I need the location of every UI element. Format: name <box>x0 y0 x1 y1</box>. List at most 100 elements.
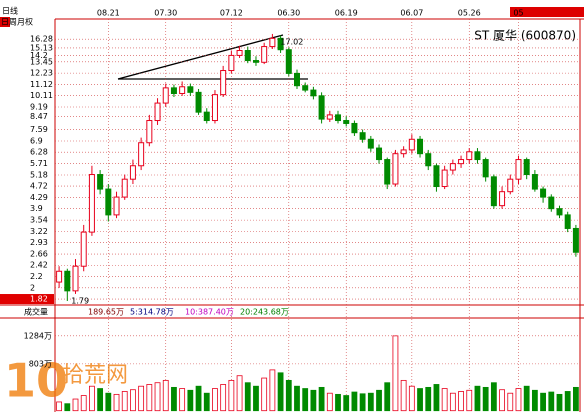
candle-body <box>97 174 104 190</box>
y-tick-label: 8.47 <box>30 112 48 121</box>
candle-body <box>326 114 333 120</box>
candle-body <box>572 227 579 253</box>
volume-bar <box>376 389 382 412</box>
volume-bar <box>171 386 177 412</box>
x-tick-label: 05.26 <box>458 9 481 18</box>
candle-body <box>523 159 530 176</box>
volume-bar <box>523 385 530 412</box>
volume-bar <box>269 369 276 412</box>
candle-body <box>72 265 79 292</box>
volume-bar <box>367 392 374 412</box>
tab-highlight <box>0 17 10 27</box>
volume-bar <box>318 386 325 412</box>
candle-body <box>548 196 555 210</box>
y-tick-label: 3.9 <box>30 204 43 213</box>
volume-tick-label: 803万 <box>29 359 52 368</box>
y-tick-label: 15.13 <box>30 43 53 52</box>
candle-body <box>408 138 415 151</box>
volume-bar <box>89 385 95 412</box>
volume-bar <box>80 395 87 412</box>
x-tick-label: 05 <box>513 9 523 18</box>
volume-bar <box>515 388 522 412</box>
date-box <box>510 7 584 17</box>
y-tick-label: 5.71 <box>30 159 48 168</box>
candle-body <box>318 95 325 120</box>
volume-bar <box>113 393 120 412</box>
period-label: 日线 <box>2 6 18 16</box>
candle-body <box>195 91 202 113</box>
x-tick-label: 07.30 <box>154 9 177 18</box>
volume-bar <box>244 382 251 412</box>
candle-body <box>466 151 473 161</box>
y-tick-label: 13.45 <box>30 57 53 66</box>
volume-bar <box>572 386 579 412</box>
annotation: 17.02 <box>280 37 303 46</box>
candle-body <box>244 50 251 62</box>
volume-bar <box>507 392 514 412</box>
y-tick-label: 6.28 <box>30 148 48 157</box>
candle-body <box>211 94 218 122</box>
volume-bar <box>261 377 268 412</box>
candle-body <box>269 37 276 48</box>
candle-body <box>146 120 153 144</box>
volume-bar <box>417 388 423 412</box>
y-tick-label: 14.2 <box>30 51 48 60</box>
y-tick-label: 4.29 <box>30 193 48 202</box>
volume-bar <box>203 392 210 412</box>
volume-bar <box>384 382 391 412</box>
candle-body <box>425 153 432 167</box>
volume-bar <box>285 379 292 412</box>
y-tick-label: 2.93 <box>30 238 48 247</box>
candle-body <box>515 159 522 180</box>
volume-header: 189.65万 <box>88 308 124 317</box>
candle-body <box>88 174 95 233</box>
y-tick-label: 6.9 <box>30 136 43 145</box>
volume-bar <box>482 386 489 412</box>
candle-body <box>310 89 317 97</box>
y-tick-label: 2 <box>30 283 35 292</box>
volume-bar <box>105 392 112 412</box>
volume-bar <box>335 393 341 412</box>
volume-bar <box>56 401 63 412</box>
candle-body <box>376 147 383 161</box>
volume-bar <box>179 388 186 412</box>
candle-body <box>367 138 374 149</box>
volume-header: 成交量 <box>24 307 48 317</box>
watermark: 10 拾荒网 <box>4 354 128 408</box>
volume-bar <box>326 392 333 412</box>
candle-body <box>187 86 194 93</box>
period-tabs[interactable]: 日周月权 <box>1 17 33 27</box>
volume-bar <box>458 391 464 412</box>
volume-bar <box>540 392 546 412</box>
candle-body <box>343 120 350 124</box>
candle-body <box>179 86 186 94</box>
y-tick-label: 10.11 <box>30 91 53 100</box>
x-tick-label: 06.30 <box>277 9 300 18</box>
candle-body <box>351 122 358 134</box>
candle-body <box>540 188 547 198</box>
chart-title: ST 厦华 (600870) <box>474 29 576 43</box>
volume-bar <box>548 391 555 412</box>
volume-bar <box>228 379 235 412</box>
candle-body <box>433 165 440 188</box>
volume-bar <box>146 384 153 412</box>
candle-body <box>335 114 342 122</box>
candle-body <box>441 169 448 188</box>
volume-bar <box>408 385 415 412</box>
volume-bar <box>400 379 407 412</box>
y-tick-label: 9.19 <box>30 103 48 112</box>
candle-body <box>474 151 481 161</box>
candle-body <box>252 60 259 63</box>
volume-bar <box>351 391 358 412</box>
x-tick-label: 08.21 <box>97 9 120 18</box>
volume-bar <box>490 382 497 412</box>
volume-bar <box>425 386 432 412</box>
watermark-text: 拾荒网 <box>62 363 128 388</box>
candle-body <box>285 49 292 74</box>
candle-body <box>392 153 399 185</box>
volume-bar <box>236 375 243 412</box>
y-tick-label: 4.72 <box>30 182 48 191</box>
volume-bar <box>64 403 71 412</box>
candle-body <box>400 149 407 155</box>
volume-bar <box>392 335 399 412</box>
